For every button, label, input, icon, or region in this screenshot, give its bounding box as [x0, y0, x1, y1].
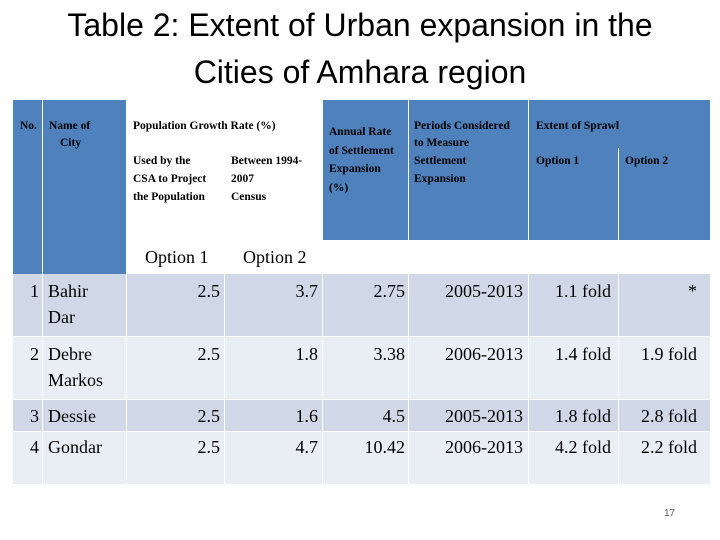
header-period-3: Settlement	[414, 155, 467, 167]
header-census-2: 2007	[231, 173, 254, 185]
header-city: Name of	[49, 120, 91, 132]
header-divider	[618, 148, 619, 240]
row-period: 2006-2013	[445, 344, 523, 364]
row-no: 3	[30, 406, 39, 426]
header-sprawl-opt1: Option 1	[536, 155, 580, 167]
row-city: Debre	[48, 344, 92, 364]
column-divider	[42, 274, 43, 484]
row-opt1: 2.5	[197, 437, 221, 457]
header-no: No.	[20, 120, 37, 132]
row-city-2: Dar	[48, 307, 75, 327]
row-sprawl2: *	[688, 281, 697, 301]
header-period-4: Expansion	[414, 173, 466, 185]
header-pop-bg	[127, 100, 322, 240]
header-divider	[528, 100, 529, 240]
header-pop-rate: Population Growth Rate (%)	[133, 120, 276, 132]
table-row	[13, 274, 710, 336]
row-annual: 4.5	[382, 406, 406, 426]
header-csa-2: CSA to Project	[133, 173, 207, 185]
column-divider	[224, 274, 225, 484]
row-period: 2006-2013	[445, 437, 523, 457]
header-annual-4: (%)	[329, 182, 349, 194]
column-divider	[408, 274, 409, 484]
header-csa-1: Used by the	[133, 155, 191, 167]
column-divider	[618, 274, 619, 484]
row-no: 4	[30, 437, 39, 457]
column-divider	[322, 274, 323, 484]
row-opt2: 1.6	[295, 406, 319, 426]
header-pop-opt1: Option 1	[145, 247, 209, 267]
row-sprawl1: 1.4 fold	[555, 344, 611, 364]
header-annual-2: of Settlement	[329, 145, 394, 157]
page-number: 17	[664, 508, 676, 519]
row-annual: 3.38	[373, 344, 406, 364]
header-sprawl: Extent of Sprawl	[536, 120, 620, 132]
row-sprawl1: 4.2 fold	[555, 437, 611, 457]
header-sprawl-opt2: Option 2	[625, 155, 669, 167]
header-period-2: to Measure	[414, 137, 470, 149]
header-period-1: Periods Considered	[414, 120, 510, 132]
column-divider	[528, 274, 529, 484]
table-row	[13, 432, 710, 484]
header-annual-1: Annual Rate	[329, 126, 392, 138]
row-opt2: 3.7	[295, 281, 319, 301]
header-divider	[408, 100, 409, 240]
table-row	[13, 337, 710, 399]
row-opt1: 2.5	[197, 281, 221, 301]
table-row	[13, 400, 710, 431]
row-sprawl1: 1.1 fold	[555, 281, 611, 301]
row-opt1: 2.5	[197, 406, 221, 426]
row-no: 2	[30, 344, 39, 364]
header-annual-3: Expansion	[329, 163, 381, 175]
row-opt1: 2.5	[197, 344, 221, 364]
row-annual: 10.42	[364, 437, 406, 457]
header-annual-period-sprawl	[323, 100, 710, 240]
row-city: Dessie	[48, 406, 96, 426]
row-city-2: Markos	[48, 370, 103, 390]
header-no-city	[13, 100, 126, 274]
row-city: Bahir	[48, 281, 88, 301]
header-pop-opt2: Option 2	[243, 247, 307, 267]
row-sprawl2: 2.8 fold	[641, 406, 697, 426]
header-csa-3: the Population	[133, 191, 205, 203]
row-sprawl2: 2.2 fold	[641, 437, 697, 457]
row-opt2: 1.8	[295, 344, 319, 364]
row-annual: 2.75	[373, 281, 406, 301]
column-divider	[126, 274, 127, 484]
header-census-3: Census	[231, 191, 267, 203]
row-sprawl1: 1.8 fold	[555, 406, 611, 426]
title-line-1: Table 2: Extent of Urban expansion in th…	[67, 7, 653, 43]
title-line-2: Cities of Amhara region	[193, 54, 527, 90]
row-opt2: 4.7	[295, 437, 319, 457]
header-city-2: City	[60, 137, 82, 149]
row-period: 2005-2013	[445, 406, 523, 426]
slide-title: Table 2: Extent of Urban expansion in th…	[0, 2, 720, 96]
row-sprawl2: 1.9 fold	[641, 344, 697, 364]
row-no: 1	[30, 281, 39, 301]
header-divider	[42, 100, 43, 274]
header-census-1: Between 1994-	[231, 155, 303, 167]
row-period: 2005-2013	[445, 281, 523, 301]
row-city: Gondar	[48, 437, 102, 457]
